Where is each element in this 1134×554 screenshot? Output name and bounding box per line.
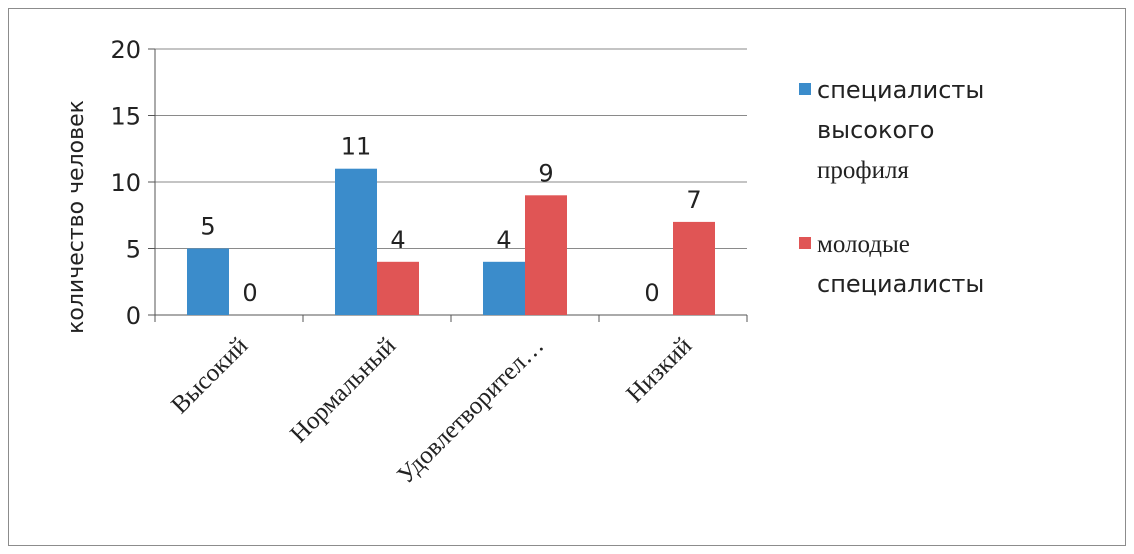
bar: [335, 168, 377, 315]
bar: [483, 261, 525, 315]
category-label: Низкий: [621, 332, 697, 408]
y-tick-label: 5: [126, 236, 141, 264]
y-tick-label: 20: [110, 36, 141, 64]
bar: [187, 248, 229, 315]
legend-label: профиля: [817, 157, 909, 184]
data-label: 0: [644, 279, 659, 307]
axes: [148, 48, 748, 322]
chart-frame: 0 5 10 15 20 5 0 11 4 4 9 0 7 Высокий Нормальный Удов…: [8, 8, 1126, 546]
category-label: Нормальный: [285, 332, 401, 448]
legend-swatch: [799, 83, 811, 95]
gridlines: [155, 48, 747, 249]
bar: [673, 221, 715, 315]
y-tick-label: 0: [126, 302, 141, 330]
data-label: 0: [242, 279, 257, 307]
bar: [377, 261, 419, 315]
legend-label: специалисты: [817, 76, 984, 104]
data-label: 9: [538, 159, 553, 187]
bars: [187, 168, 715, 315]
y-tick-labels: 0 5 10 15 20: [110, 36, 141, 330]
category-label: Удовлетворител…: [392, 332, 549, 489]
data-label: 11: [341, 133, 372, 161]
data-label: 4: [496, 226, 511, 254]
bar-chart: 0 5 10 15 20 5 0 11 4 4 9 0 7 Высокий НормальныйУдов…: [64, 36, 984, 489]
category-label: Высокий: [166, 332, 253, 419]
data-label: 5: [200, 213, 215, 241]
data-label: 7: [686, 186, 701, 214]
y-tick-label: 15: [110, 103, 141, 131]
bar: [525, 195, 567, 315]
legend-label: высокого: [817, 116, 934, 144]
legend-label: специалисты: [817, 270, 984, 298]
data-label: 4: [390, 226, 405, 254]
legend-label: молодые: [817, 231, 910, 258]
y-axis-title: количество человек: [64, 100, 89, 334]
data-labels: 5 0 11 4 4 9 0 7: [200, 133, 701, 307]
y-tick-label: 10: [110, 169, 141, 197]
legend: специалисты высокого профиля молодые специал…: [799, 76, 984, 298]
legend-swatch: [799, 237, 811, 249]
